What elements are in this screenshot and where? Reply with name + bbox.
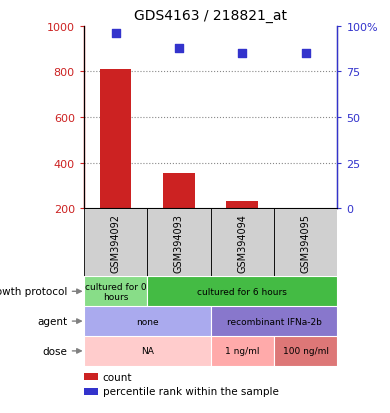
Bar xyxy=(100,70,131,209)
Bar xyxy=(84,388,98,395)
Point xyxy=(303,51,309,57)
Text: GSM394093: GSM394093 xyxy=(174,213,184,272)
Bar xyxy=(274,209,337,277)
Bar xyxy=(84,373,98,380)
Text: dose: dose xyxy=(42,346,67,356)
Bar xyxy=(211,209,274,277)
Bar xyxy=(290,209,321,227)
Text: GSM394092: GSM394092 xyxy=(110,213,121,272)
Title: GDS4163 / 218821_at: GDS4163 / 218821_at xyxy=(134,9,287,23)
Text: GSM394094: GSM394094 xyxy=(237,213,247,272)
Bar xyxy=(211,306,337,336)
Text: NA: NA xyxy=(141,347,154,356)
Text: GSM394095: GSM394095 xyxy=(301,213,311,272)
Bar xyxy=(274,336,337,366)
Bar xyxy=(84,306,211,336)
Bar xyxy=(84,336,211,366)
Text: growth protocol: growth protocol xyxy=(0,287,67,297)
Point xyxy=(176,45,182,52)
Bar xyxy=(84,277,147,306)
Bar xyxy=(227,202,258,209)
Text: cultured for 6 hours: cultured for 6 hours xyxy=(197,287,287,296)
Bar xyxy=(147,277,337,306)
Bar xyxy=(84,209,147,277)
Text: 1 ng/ml: 1 ng/ml xyxy=(225,347,259,356)
Bar xyxy=(147,209,211,277)
Text: cultured for 0
hours: cultured for 0 hours xyxy=(85,282,146,301)
Text: agent: agent xyxy=(37,316,67,326)
Text: none: none xyxy=(136,317,159,326)
Text: 100 ng/ml: 100 ng/ml xyxy=(283,347,329,356)
Bar xyxy=(163,173,195,209)
Point xyxy=(112,31,119,38)
Bar xyxy=(211,336,274,366)
Text: percentile rank within the sample: percentile rank within the sample xyxy=(103,387,279,396)
Point xyxy=(239,51,245,57)
Text: recombinant IFNa-2b: recombinant IFNa-2b xyxy=(227,317,321,326)
Text: count: count xyxy=(103,372,132,382)
